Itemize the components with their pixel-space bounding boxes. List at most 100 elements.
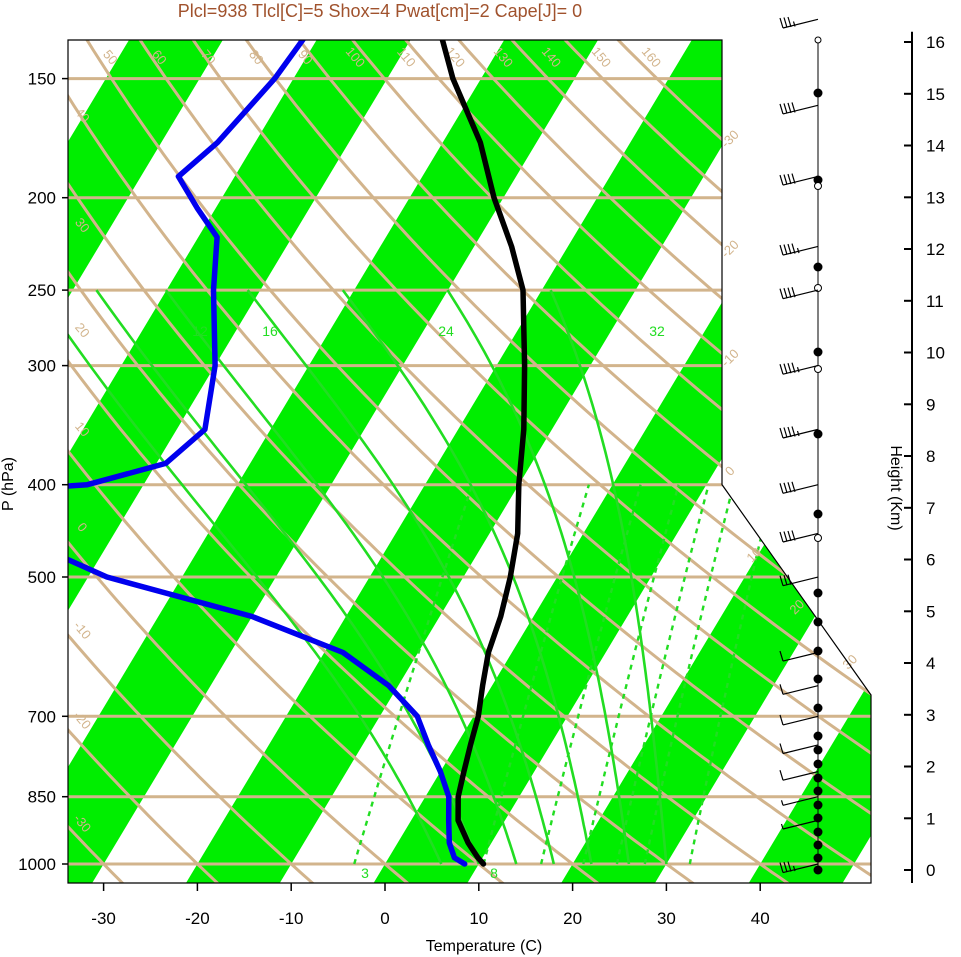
pressure-tick-label: 700	[28, 707, 56, 726]
temperature-tick-label: 20	[563, 909, 582, 928]
wind-barb	[779, 650, 819, 662]
mixing-ratio-label: 8	[490, 865, 498, 881]
mixing-ratio-line	[482, 484, 591, 865]
isotherm-band	[68, 40, 411, 883]
wind-level-dot	[813, 800, 823, 810]
height-tick-label: 5	[926, 602, 935, 621]
mixing-ratio-label: 24	[438, 323, 454, 339]
wind-barb	[779, 743, 819, 755]
dry-adiabat	[68, 40, 871, 883]
wind-barb	[779, 714, 819, 726]
wind-barb	[779, 362, 819, 375]
y2-axis-title: Height (Km)	[887, 445, 904, 530]
height-tick-label: 11	[926, 292, 944, 311]
wind-barb	[780, 819, 819, 830]
height-tick-label: 10	[926, 344, 945, 363]
dry-adiabat-label: -20	[71, 708, 95, 732]
wind-level-dot	[813, 731, 823, 741]
plot-frame	[67, 39, 872, 884]
moist-adiabat	[549, 289, 668, 865]
wind-barb	[779, 861, 819, 874]
wind-barb-column	[779, 16, 823, 875]
mixing-ratio-label: 16	[262, 323, 278, 339]
wind-barb	[779, 684, 819, 695]
wind-level-dot	[813, 617, 823, 627]
wind-barb	[779, 426, 819, 439]
wind-level-dot	[813, 745, 823, 755]
mixing-ratio-line	[688, 484, 775, 865]
wind-level-dot	[813, 588, 823, 598]
pressure-tick-label: 1000	[18, 855, 56, 874]
wind-barb	[779, 530, 819, 543]
wind-level-dot	[813, 786, 823, 796]
wind-barb	[779, 770, 819, 781]
wind-level-dot	[813, 674, 823, 684]
mixing-ratio-line	[539, 484, 642, 865]
temperature-tick-label: 10	[469, 909, 488, 928]
isotherm-band	[936, 40, 961, 883]
wind-barb	[780, 796, 819, 806]
wind-level-dot	[813, 865, 823, 875]
moist-adiabat	[446, 289, 631, 865]
height-tick-label: 1	[926, 809, 935, 828]
dry-adiabat	[68, 40, 696, 883]
dry-adiabat	[68, 40, 505, 883]
wind-barb	[779, 173, 819, 186]
dry-adiabat	[68, 40, 315, 883]
dry-adiabat	[206, 40, 871, 883]
temperature-tick-label: -10	[279, 909, 304, 928]
wind-level-dot	[813, 759, 823, 769]
wind-level-dot	[813, 853, 823, 863]
dry-adiabat	[68, 40, 871, 883]
height-tick-label: 8	[926, 447, 935, 466]
wind-level-dot	[813, 347, 823, 357]
height-tick-label: 4	[926, 654, 935, 673]
wind-level-marker	[814, 182, 822, 190]
mixing-ratio-lines	[353, 484, 775, 865]
dewpoint-line	[68, 40, 468, 867]
mixing-ratio-label: 32	[649, 323, 665, 339]
chart-title: Plcl=938 Tlcl[C]=5 Shox=4 Pwat[cm]=2 Cap…	[178, 1, 582, 21]
moist-adiabat	[341, 289, 593, 865]
wind-top-marker	[814, 36, 822, 44]
wind-level-marker	[814, 534, 822, 542]
isotherm-bands	[68, 40, 961, 883]
wind-level-dot	[813, 813, 823, 823]
pressure-tick-label: 200	[28, 189, 56, 208]
height-tick-label: 14	[926, 137, 945, 156]
moist-adiabat	[246, 289, 556, 865]
mixing-ratio-line	[615, 484, 710, 865]
dry-adiabat	[109, 40, 871, 883]
sounding-profiles	[68, 40, 528, 867]
height-tick-label: 13	[926, 188, 945, 207]
height-tick-label: 12	[926, 240, 945, 259]
isotherm-label: 0	[722, 463, 738, 479]
mixing-ratio-line	[643, 484, 735, 865]
wind-level-dot	[813, 646, 823, 656]
height-tick-label: 2	[926, 758, 935, 777]
dry-adiabat	[68, 40, 791, 883]
dry-adiabat	[68, 40, 220, 883]
y-axis-title: P (hPa)	[0, 457, 17, 511]
dry-adiabat	[255, 40, 871, 883]
height-tick-label: 3	[926, 706, 935, 725]
wind-level-dot	[813, 88, 823, 98]
mixing-ratio-label: 12	[192, 323, 208, 339]
height-tick-label: 7	[926, 499, 935, 518]
temperature-tick-label: 40	[751, 909, 770, 928]
dry-adiabat-label: -10	[71, 618, 95, 642]
wind-barb	[779, 481, 819, 494]
pressure-tick-label: 400	[28, 476, 56, 495]
height-tick-label: 15	[926, 85, 945, 104]
pressure-tick-label: 850	[28, 788, 56, 807]
wind-barb	[779, 574, 819, 587]
wind-barb	[779, 102, 819, 115]
wind-level-dot	[813, 262, 823, 272]
moist-adiabat	[164, 289, 518, 865]
temperature-axis: -30 -20 -10 0 10 20 30 40	[91, 883, 770, 928]
wind-barb	[779, 287, 819, 300]
wind-level-marker	[814, 284, 822, 292]
temperature-tick-label: -30	[91, 909, 116, 928]
